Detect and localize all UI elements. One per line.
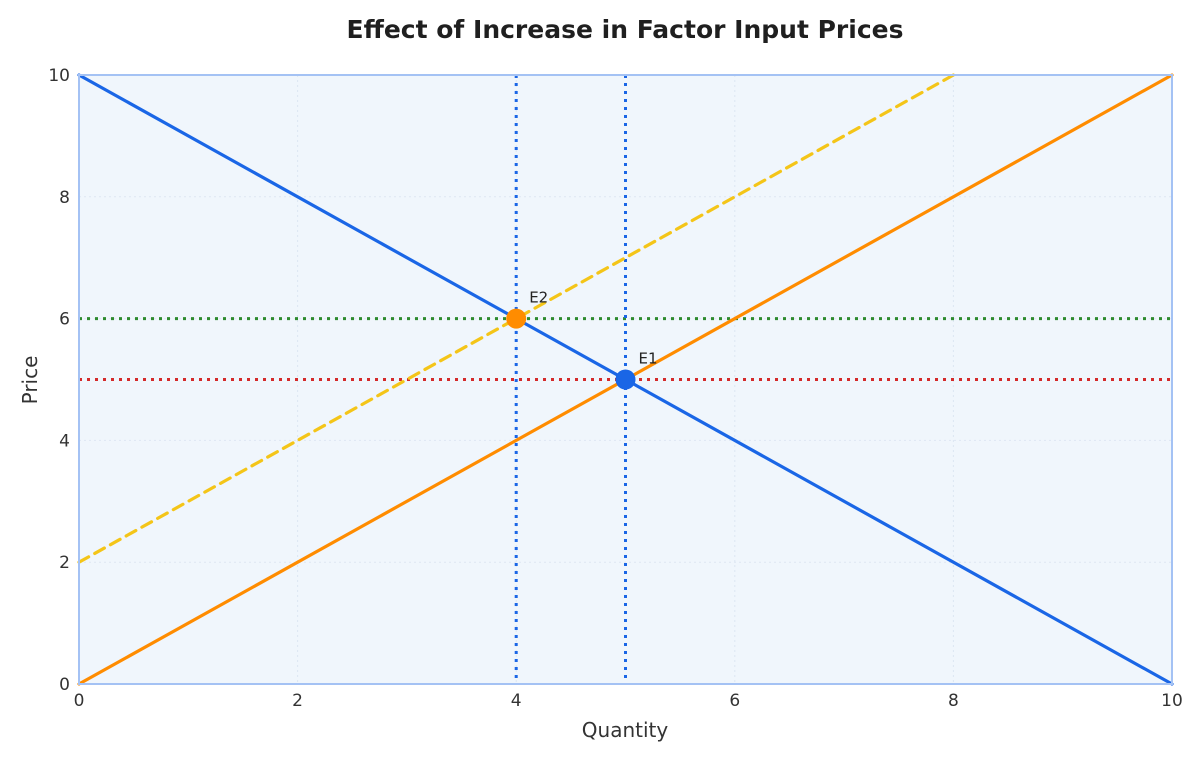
- series-line-supply-shifted: [77, 73, 956, 564]
- y-tick-label: 10: [48, 66, 70, 86]
- y-axis-label: Price: [18, 356, 42, 405]
- y-tick-label: 8: [59, 188, 70, 208]
- x-tick-label: 2: [292, 691, 303, 711]
- x-tick-label: 6: [729, 691, 740, 711]
- x-tick-label: 4: [511, 691, 522, 711]
- equilibrium-points: E2 E1: [506, 289, 658, 390]
- tick-labels: 0 2 4 6 8 10 0 2 4 6 8 10: [48, 66, 1182, 711]
- x-axis-label: Quantity: [582, 718, 669, 742]
- plot-area-frame: [78, 74, 1173, 685]
- x-tick-label: 10: [1161, 691, 1183, 711]
- x-tick-label: 0: [74, 691, 85, 711]
- equilibrium-point-e1: [615, 369, 636, 390]
- y-tick-label: 0: [59, 675, 70, 695]
- x-tick-label: 8: [948, 691, 959, 711]
- y-tick-label: 6: [59, 310, 70, 330]
- equilibrium-label-e2: E2: [529, 289, 548, 307]
- equilibrium-point-e2: [506, 308, 527, 329]
- chart-title: Effect of Increase in Factor Input Price…: [347, 15, 904, 44]
- equilibrium-label-e1: E1: [639, 350, 658, 368]
- y-tick-label: 2: [59, 553, 70, 573]
- y-tick-label: 4: [59, 431, 70, 451]
